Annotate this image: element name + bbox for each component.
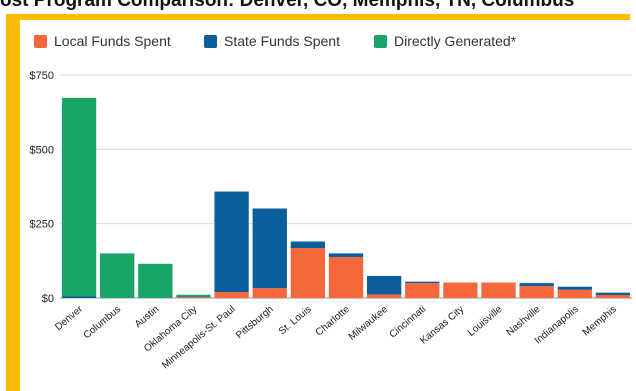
bar-segment-state-funds-spent[interactable] [328,253,364,257]
x-tick-label: Milwaukee [347,304,391,343]
y-tick-label: $250 [30,219,54,231]
bar-segment-local-funds-spent[interactable] [176,297,211,298]
legend-item-state-funds-spent[interactable]: State Funds Spent [204,33,340,49]
legend-label: Local Funds Spent [54,33,171,49]
bar-group-st-louis[interactable] [290,241,326,298]
legend-item-local-funds-spent[interactable]: Local Funds Spent [34,33,171,49]
x-tick-label: Denver [53,303,85,333]
bar-segment-state-funds-spent[interactable] [176,296,211,298]
bar-group-oklahoma-city[interactable] [176,294,211,298]
bar-segment-directly-generated[interactable] [61,97,97,297]
x-tick-label: Columbus [82,304,124,341]
bar-segment-state-funds-spent[interactable] [290,241,326,249]
y-tick-label: $500 [30,144,54,156]
x-tick-label: Minneapolis-St. Paul [160,304,237,371]
legend-swatch [34,35,47,48]
bar-group-cincinnati[interactable] [405,281,440,298]
bar-group-nashville[interactable] [519,283,554,298]
bar-group-indianapolis[interactable] [557,286,592,298]
bar-group-denver[interactable] [61,97,97,298]
bar-group-charlotte[interactable] [328,253,364,298]
bar-segment-state-funds-spent[interactable] [595,292,631,296]
bar-segment-local-funds-spent[interactable] [366,294,402,298]
x-tick-label: Nashville [504,304,542,339]
bar-segment-local-funds-spent[interactable] [595,295,631,298]
legend-label: State Funds Spent [224,33,340,49]
x-tick-label: St. Louis [277,304,314,337]
x-tick-label: Memphis [581,304,619,339]
legend-swatch [204,35,217,48]
bar-segment-local-funds-spent[interactable] [481,282,516,298]
legend-label: Directly Generated* [394,33,517,49]
bar-segment-state-funds-spent[interactable] [366,275,402,295]
bar-segment-state-funds-spent[interactable] [61,296,97,298]
bar-segment-state-funds-spent[interactable] [557,286,592,290]
legend-item-directly-generated[interactable]: Directly Generated* [374,33,517,49]
bar-group-pittsburgh[interactable] [252,208,287,298]
bar-segment-state-funds-spent[interactable] [405,281,440,284]
bar-segment-local-funds-spent[interactable] [557,289,592,298]
bar-segment-directly-generated[interactable] [176,294,211,297]
bar-group-kansas-city[interactable] [443,282,478,298]
legend-swatch [374,35,387,48]
bar-segment-local-funds-spent[interactable] [443,282,478,298]
bar-segment-local-funds-spent[interactable] [405,283,440,298]
bar-segment-local-funds-spent[interactable] [214,292,249,298]
bar-segment-local-funds-spent[interactable] [328,256,364,298]
bar-segment-local-funds-spent[interactable] [252,288,287,298]
bar-group-minneapolis-st-paul[interactable] [214,191,249,298]
legend: Local Funds Spent State Funds Spent Direct… [34,33,517,49]
bar-group-columbus[interactable] [100,253,135,298]
bar-segment-local-funds-spent[interactable] [290,248,326,298]
bar-segment-directly-generated[interactable] [138,263,173,298]
bar-segment-state-funds-spent[interactable] [214,191,249,293]
header-text: ost Program Comparison: Denver, CO, Memp… [0,0,575,11]
x-tick-label: Pittsburgh [234,304,276,341]
bar-segment-state-funds-spent[interactable] [519,283,554,287]
x-tick-label: Charlotte [314,304,352,339]
chart-panel: Local Funds Spent State Funds Spent Direct… [20,20,636,391]
x-tick-label: Austin [133,304,161,330]
bar-group-memphis[interactable] [595,292,631,298]
bar-group-louisville[interactable] [481,282,516,298]
y-axis: $0 $250 $500 $750 [30,70,54,305]
bar-group-austin[interactable] [138,263,173,298]
y-tick-label: $750 [30,70,54,82]
y-tick-label: $0 [42,293,54,305]
stacked-bar-chart: Local Funds Spent State Funds Spent Direct… [30,33,632,371]
bar-segment-local-funds-spent[interactable] [519,286,554,298]
bar-group-milwaukee[interactable] [366,275,402,298]
bar-segment-state-funds-spent[interactable] [252,208,287,289]
x-tick-label: Louisville [466,304,505,339]
bar-segment-directly-generated[interactable] [100,253,135,298]
bars [61,97,631,298]
